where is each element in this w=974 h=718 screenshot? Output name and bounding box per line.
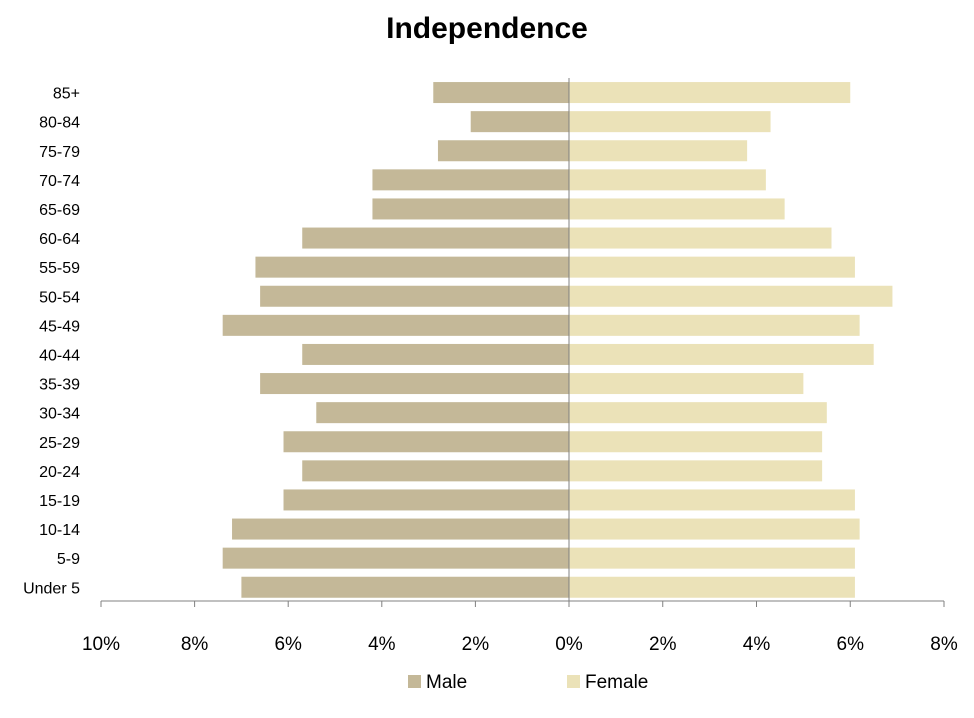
bar-female-16 — [569, 547, 855, 569]
category-label-4: 65-69 — [39, 202, 80, 219]
chart-title: Independence — [386, 12, 588, 45]
x-tick-label-8: 6% — [837, 634, 865, 655]
legend-label-male: Male — [426, 672, 467, 693]
bar-female-14 — [569, 489, 855, 511]
legend-swatch-male — [408, 675, 421, 688]
bar-female-2 — [569, 140, 748, 162]
x-axis: 10% 8% 6% 4% 2% 0% 2% 4% 6% 8% — [82, 78, 958, 655]
bar-male-15 — [232, 518, 570, 540]
x-tick-label-3: 4% — [368, 634, 396, 655]
category-label-0: 85+ — [53, 86, 80, 103]
x-tick-label-5: 0% — [555, 634, 583, 655]
x-tick-label-1: 8% — [181, 634, 209, 655]
bar-male-11 — [316, 402, 569, 424]
category-label-1: 80-84 — [39, 115, 80, 132]
category-label-2: 75-79 — [39, 144, 80, 161]
category-label-3: 70-74 — [39, 173, 80, 190]
bar-male-5 — [302, 227, 569, 249]
bar-female-13 — [569, 460, 823, 482]
bar-male-17 — [241, 576, 569, 598]
legend: Male Female — [408, 672, 648, 693]
bar-male-7 — [260, 285, 569, 307]
x-tick-label-9: 8% — [930, 634, 958, 655]
bar-female-0 — [569, 82, 851, 104]
category-label-10: 35-39 — [39, 377, 80, 394]
category-label-7: 50-54 — [39, 289, 80, 306]
bar-female-12 — [569, 431, 823, 453]
bar-male-9 — [302, 343, 569, 365]
x-tick-label-2: 6% — [274, 634, 302, 655]
bar-male-0 — [433, 82, 569, 104]
bar-male-2 — [437, 140, 569, 162]
x-tick-label-7: 4% — [743, 634, 771, 655]
bar-male-1 — [470, 111, 569, 133]
bar-male-8 — [222, 314, 569, 336]
category-label-6: 55-59 — [39, 260, 80, 277]
bar-male-3 — [372, 169, 569, 191]
bar-male-6 — [255, 256, 569, 278]
bar-male-13 — [302, 460, 569, 482]
x-tick-label-6: 2% — [649, 634, 677, 655]
bar-male-10 — [260, 373, 569, 395]
bar-male-12 — [283, 431, 569, 453]
category-label-13: 20-24 — [39, 464, 80, 481]
bar-male-4 — [372, 198, 569, 220]
bar-female-17 — [569, 576, 855, 598]
category-label-16: 5-9 — [57, 551, 80, 568]
bar-female-3 — [569, 169, 766, 191]
category-label-11: 30-34 — [39, 406, 80, 423]
x-tick-label-0: 10% — [82, 634, 120, 655]
bar-female-5 — [569, 227, 832, 249]
bar-female-10 — [569, 373, 804, 395]
category-label-12: 25-29 — [39, 435, 80, 452]
bar-male-14 — [283, 489, 569, 511]
category-label-17: Under 5 — [23, 580, 80, 597]
bar-female-6 — [569, 256, 855, 278]
bars-group — [222, 82, 893, 598]
bar-female-15 — [569, 518, 860, 540]
category-label-9: 40-44 — [39, 347, 80, 364]
bar-female-7 — [569, 285, 893, 307]
bar-female-11 — [569, 402, 827, 424]
legend-swatch-female — [567, 675, 580, 688]
category-label-5: 60-64 — [39, 231, 80, 248]
bar-female-4 — [569, 198, 785, 220]
bar-female-1 — [569, 111, 771, 133]
category-labels: 85+ 80-84 75-79 70-74 65-69 60-64 55-59 50-54 45… — [23, 86, 80, 598]
category-label-14: 15-19 — [39, 493, 80, 510]
bar-female-9 — [569, 343, 874, 365]
bar-male-16 — [222, 547, 569, 569]
legend-label-female: Female — [585, 672, 648, 693]
category-label-8: 45-49 — [39, 318, 80, 335]
x-tick-label-4: 2% — [462, 634, 490, 655]
category-label-15: 10-14 — [39, 522, 80, 539]
bar-female-8 — [569, 314, 860, 336]
